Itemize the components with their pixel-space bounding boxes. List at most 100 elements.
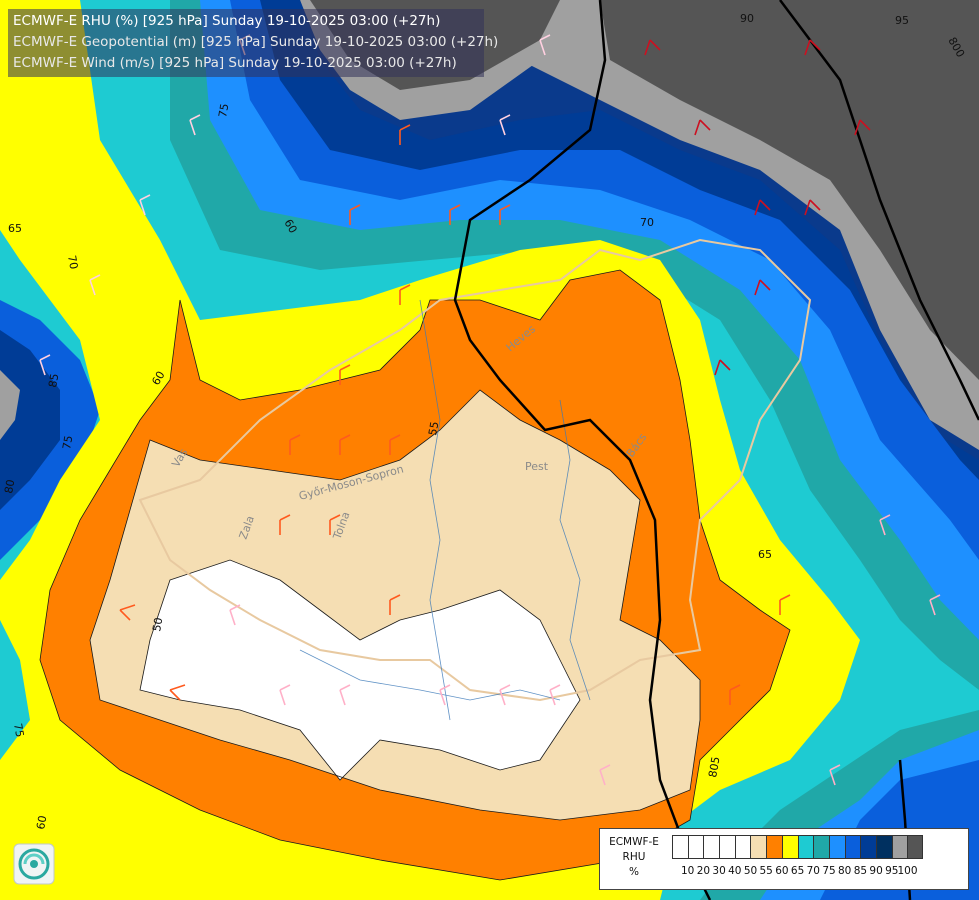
wind-barb: [89, 274, 101, 296]
legend-label-model: ECMWF-E: [609, 836, 659, 848]
wind-barb: [549, 684, 561, 706]
geopotential-line-800: [453, 0, 712, 900]
rivers: [299, 299, 591, 721]
wind-barb: [539, 34, 551, 56]
wind-barb: [399, 284, 411, 305]
contour-label-50: 50: [150, 616, 165, 632]
wind-barb: [879, 514, 891, 536]
wind-barb: [449, 204, 461, 225]
wind-barb: [169, 684, 186, 701]
place-pest: Pest: [525, 460, 549, 473]
contour-label-90: 90: [740, 12, 754, 25]
wind-barb: [804, 199, 821, 216]
legend-swatch: [703, 836, 720, 858]
legend-swatch: [828, 836, 845, 858]
geopotential-line-805-east: [779, 0, 979, 421]
contour-line-60: [39, 269, 791, 881]
legend-swatch: [672, 836, 688, 858]
legend-tick-label: 65: [790, 865, 805, 877]
legend-swatch: [797, 836, 814, 858]
wind-barb: [439, 684, 451, 706]
wind-barb: [39, 354, 51, 376]
wind-barb: [389, 594, 401, 615]
legend-swatch: [907, 836, 923, 858]
legend-tick-label: 10: [681, 865, 695, 877]
wind-barb: [389, 434, 401, 455]
legend-tick-label: 20: [696, 865, 711, 877]
contour-label-60b: 60: [281, 217, 299, 236]
wind-barb: [339, 364, 351, 385]
title-line-wind: ECMWF-E Wind (m/s) [925 hPa] Sunday 19-1…: [13, 55, 457, 71]
wind-barb: [279, 514, 291, 535]
title-line-geopotential: ECMWF-E Geopotential (m) [925 hPa] Sunda…: [13, 34, 499, 50]
legend-tick-label: 60: [775, 865, 789, 877]
wind-barb: [854, 119, 871, 136]
wind-barb: [399, 124, 411, 145]
country-border: [138, 238, 812, 702]
wind-barb: [329, 514, 341, 535]
legend-swatch: [687, 836, 704, 858]
legend-swatch: [891, 836, 908, 858]
legend-swatch: [860, 836, 876, 858]
wind-barb: [694, 119, 711, 136]
wind-barb: [644, 39, 661, 56]
wind-barb: [139, 194, 151, 216]
legend-swatch: [813, 836, 829, 858]
contour-label-65b: 65: [758, 548, 772, 561]
wind-barb: [119, 604, 136, 621]
wind-barb: [499, 204, 511, 225]
wind-barb: [229, 604, 241, 626]
legend-swatch: [781, 836, 798, 858]
legend-tick-label: 30: [712, 865, 726, 877]
wind-barb: [754, 279, 771, 296]
wind-barb: [754, 199, 771, 216]
contour-label-85: 85: [46, 372, 61, 388]
legend-tick-label: 55: [759, 865, 773, 877]
contour-label-65: 65: [8, 222, 22, 235]
contour-label-95: 95: [895, 14, 909, 27]
wind-barb: [929, 594, 941, 616]
legend-label-unit: %: [629, 866, 639, 878]
contour-label-75b: 75: [60, 434, 75, 450]
geopotential-label-805: 805: [706, 756, 722, 779]
legend-swatch: [766, 836, 782, 858]
wind-barb: [779, 594, 791, 615]
wind-barb: [339, 434, 351, 455]
rhu-band-100-northeast: [600, 0, 979, 380]
contour-label-70: 70: [65, 254, 80, 270]
legend-label-variable: RHU: [622, 851, 646, 863]
legend-swatch: [734, 836, 751, 858]
wind-barb: [289, 434, 301, 455]
legend-tick-label: 40: [728, 865, 742, 877]
contour-label-70b: 70: [640, 216, 654, 229]
legend-tick-label: 100: [897, 865, 918, 877]
legend-tick-label: 95: [885, 865, 899, 877]
legend-swatch: [719, 836, 735, 858]
wind-barb: [339, 684, 351, 706]
wind-barb: [829, 764, 841, 786]
contour-label-60: 60: [149, 369, 167, 388]
contour-line-50: [139, 559, 581, 781]
wind-barb: [804, 39, 821, 56]
ecmwf-logo-icon: [13, 843, 55, 885]
contour-line-55: [89, 389, 701, 821]
legend-swatch: [844, 836, 861, 858]
legend-tick-label: 75: [822, 865, 836, 877]
wind-barb: [729, 684, 741, 705]
legend-swatch: [750, 836, 767, 858]
wind-barb: [714, 359, 731, 376]
legend-tick-label: 80: [838, 865, 852, 877]
rhu-legend: ECMWF-E RHU % 10 20 30 40 50 55 60 65 70 75 80 85 90…: [599, 828, 969, 890]
contour-label-60c: 60: [34, 814, 49, 830]
map-title-box: ECMWF-E RHU (%) [925 hPa] Sunday 19-10-2…: [8, 9, 499, 77]
legend-ticks: 10 20 30 40 50 55 60 65 70 75 80 85 90 95 100: [672, 865, 972, 879]
wind-barb: [499, 684, 511, 706]
wind-barb: [499, 114, 511, 136]
contour-labels: 50 55 60 60 60 65 65 70 70 75 75 75 80 8…: [2, 12, 909, 831]
contour-label-75: 75: [216, 102, 231, 118]
wind-barb: [189, 114, 201, 136]
wind-barb: [279, 684, 291, 706]
legend-color-bar: [672, 835, 923, 859]
wind-barb: [349, 204, 361, 225]
